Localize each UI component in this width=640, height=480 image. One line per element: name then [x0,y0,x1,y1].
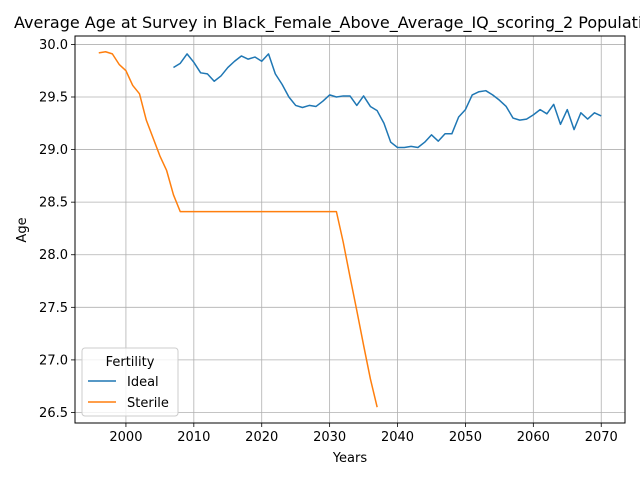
series-lines [98,51,602,408]
series-line-ideal [173,53,602,149]
series-line-sterile [98,51,378,408]
y-tick-label: 27.5 [39,301,68,316]
grid-lines [75,36,625,423]
y-tick-label: 28.5 [39,196,68,211]
x-tick-label: 2040 [381,430,414,445]
y-tick-label: 29.0 [39,143,68,158]
plot-frame [74,35,626,424]
y-tick-label: 26.5 [39,406,68,421]
legend-label-sterile: Sterile [127,396,169,411]
y-axis-ticks: 26.5 27.0 27.5 28.0 28.5 29.0 29.5 30.0 [39,38,75,421]
x-tick-label: 2010 [177,430,210,445]
legend: Fertility Ideal Sterile [81,347,179,417]
x-tick-label: 2050 [449,430,482,445]
y-axis-label: Age [15,217,30,242]
x-tick-label: 2000 [109,430,142,445]
legend-label-ideal: Ideal [127,375,159,390]
x-tick-label: 2020 [245,430,278,445]
y-tick-label: 30.0 [39,38,68,53]
y-tick-label: 27.0 [39,353,68,368]
x-tick-label: 2030 [313,430,346,445]
legend-title: Fertility [106,355,155,370]
x-tick-label: 2070 [585,430,618,445]
x-axis-ticks: 2000 2010 2020 2030 2040 2050 2060 2070 [109,423,618,445]
y-tick-label: 29.5 [39,90,68,105]
y-tick-label: 28.0 [39,248,68,263]
legend-box [81,347,179,417]
chart-title: Average Age at Survey in Black_Female_Ab… [14,13,640,33]
x-axis-label: Years [332,451,368,466]
x-tick-label: 2060 [517,430,550,445]
